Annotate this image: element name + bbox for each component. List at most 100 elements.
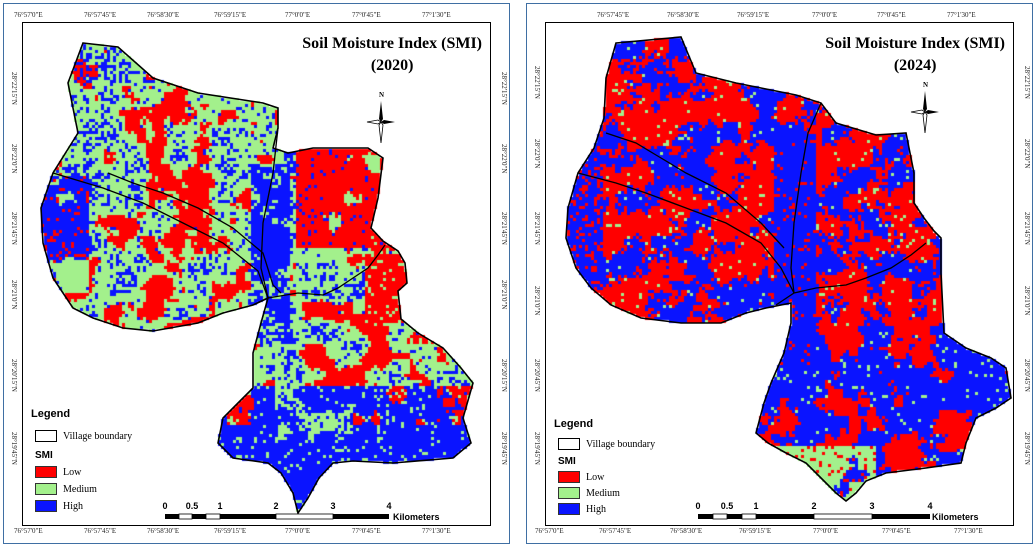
right-tick: 28°20'15"N (500, 359, 508, 392)
medium-swatch (558, 487, 580, 499)
left-tick: 28°21'45"N (533, 212, 541, 245)
legend-class-row: High (558, 503, 606, 515)
top-tick: 76°58'30"E (667, 11, 700, 19)
village-boundary-line (605, 132, 785, 249)
legend-boundary-row: Village boundary (35, 430, 132, 442)
bottom-tick: 77°0'45"E (352, 527, 381, 535)
scale-bar: 0 0.5 1 2 3 4 Kilometers (162, 501, 483, 525)
legend-low-label: Low (63, 466, 82, 478)
legend-title: Legend (31, 408, 71, 420)
map-title-line1: Soil Moisture Index (SMI) (825, 35, 1005, 52)
legend-low-label: Low (586, 471, 605, 483)
bottom-tick: 77°0'45"E (882, 527, 911, 535)
bottom-tick: 76°59'15"E (214, 527, 247, 535)
top-tick: 77°1'30"E (422, 11, 451, 19)
scale-label: 0.5 (720, 501, 734, 511)
scale-label: 1 (217, 501, 223, 511)
scale-label: 4 (927, 501, 933, 511)
village-boundary-line (577, 172, 795, 294)
legend-smi-title: SMI (558, 456, 576, 467)
scale-bar: 0 0.5 1 2 3 4 Kilometers (695, 501, 1006, 525)
legend-medium-label: Medium (63, 483, 97, 495)
smi-raster (23, 23, 490, 525)
left-tick: 28°22'0"N (10, 144, 18, 174)
study-area-outline (40, 42, 474, 515)
village-boundary-line (775, 292, 795, 306)
low-swatch (558, 471, 580, 483)
right-tick: 28°22'0"N (1023, 139, 1031, 169)
right-tick: 28°21'0"N (500, 280, 508, 310)
bottom-tick: 76°57'45"E (84, 527, 117, 535)
left-tick: 28°21'0"N (533, 286, 541, 316)
map-panel-2024: 76°57'45"E 76°58'30"E 76°59'15"E 77°0'0"… (526, 3, 1033, 544)
high-swatch (35, 500, 57, 512)
map-panel-2020: 76°57'0"E 76°57'45"E 76°58'30"E 76°59'15… (3, 3, 510, 544)
right-tick: 28°22'0"N (500, 144, 508, 174)
bottom-tick: 77°1'30"E (422, 527, 451, 535)
top-tick: 77°0'45"E (877, 11, 906, 19)
scale-label: 3 (330, 501, 336, 511)
right-tick: 28°19'45"N (500, 432, 508, 465)
map-title: Soil Moisture Index (SMI) (2024) (825, 33, 1005, 77)
right-tick: 28°21'45"N (1023, 212, 1031, 245)
legend-boundary-row: Village boundary (558, 438, 655, 450)
legend-high-label: High (63, 500, 83, 512)
village-boundary-line (267, 244, 386, 299)
bottom-tick: 76°58'30"E (670, 527, 703, 535)
bottom-tick: 76°59'15"E (739, 527, 772, 535)
top-tick: 77°0'45"E (352, 11, 381, 19)
village-boundary-line (793, 242, 927, 294)
right-tick: 28°21'0"N (1023, 286, 1031, 316)
left-tick: 28°22'0"N (533, 139, 541, 169)
left-tick: 28°21'0"N (10, 280, 18, 310)
legend-high-label: High (586, 503, 606, 515)
top-tick: 76°57'45"E (84, 11, 117, 19)
scale-label: 0 (162, 501, 168, 511)
map-title-line2: (2024) (893, 57, 937, 74)
right-tick: 28°21'45"N (500, 212, 508, 245)
top-tick: 77°1'30"E (947, 11, 976, 19)
legend-class-row: Low (558, 471, 604, 483)
top-tick: 76°58'30"E (147, 11, 180, 19)
legend-class-row: Low (35, 466, 81, 478)
bottom-tick: 76°58'30"E (147, 527, 180, 535)
legend-title: Legend (554, 418, 594, 430)
top-tick: 76°59'15"E (214, 11, 247, 19)
bottom-tick: 77°0'0"E (813, 527, 839, 535)
legend-class-row: Medium (35, 483, 97, 495)
map-title: Soil Moisture Index (SMI) (2020) (302, 33, 482, 77)
scale-unit: Kilometers (932, 512, 979, 522)
village-boundary-lines (565, 36, 1012, 503)
legend: Legend Village boundary SMI Low Medium H… (31, 408, 151, 518)
left-tick: 28°22'15"N (10, 72, 18, 105)
scale-bar-segments (165, 513, 389, 520)
scale-label: 1 (753, 501, 759, 511)
village-boundary-line (107, 172, 282, 294)
top-tick: 77°0'0"E (285, 11, 311, 19)
left-tick: 28°19'45"N (533, 432, 541, 465)
right-tick: 28°19'45"N (1023, 432, 1031, 465)
legend-boundary-label: Village boundary (63, 430, 133, 442)
scale-unit: Kilometers (393, 512, 440, 522)
scale-label: 0 (695, 501, 701, 511)
map-title-line2: (2020) (370, 57, 414, 74)
village-boundary-line (790, 102, 822, 294)
bottom-tick: 76°57'0"E (535, 527, 564, 535)
legend-medium-label: Medium (586, 487, 620, 499)
smi-raster (546, 23, 1013, 525)
boundary-swatch (35, 430, 57, 442)
village-boundary-lines (40, 42, 474, 515)
left-tick: 28°21'45"N (10, 212, 18, 245)
scale-label: 2 (273, 501, 279, 511)
scale-bar-segments (698, 513, 930, 520)
village-boundary-line (52, 172, 269, 299)
low-swatch (35, 466, 57, 478)
legend-class-row: Medium (558, 487, 620, 499)
left-tick: 28°20'45"N (533, 359, 541, 392)
boundary-swatch (558, 438, 580, 450)
bottom-tick: 76°57'0"E (14, 527, 43, 535)
north-label: N (379, 91, 385, 99)
legend-class-row: High (35, 500, 83, 512)
village-boundary-line (260, 127, 279, 299)
medium-swatch (35, 483, 57, 495)
